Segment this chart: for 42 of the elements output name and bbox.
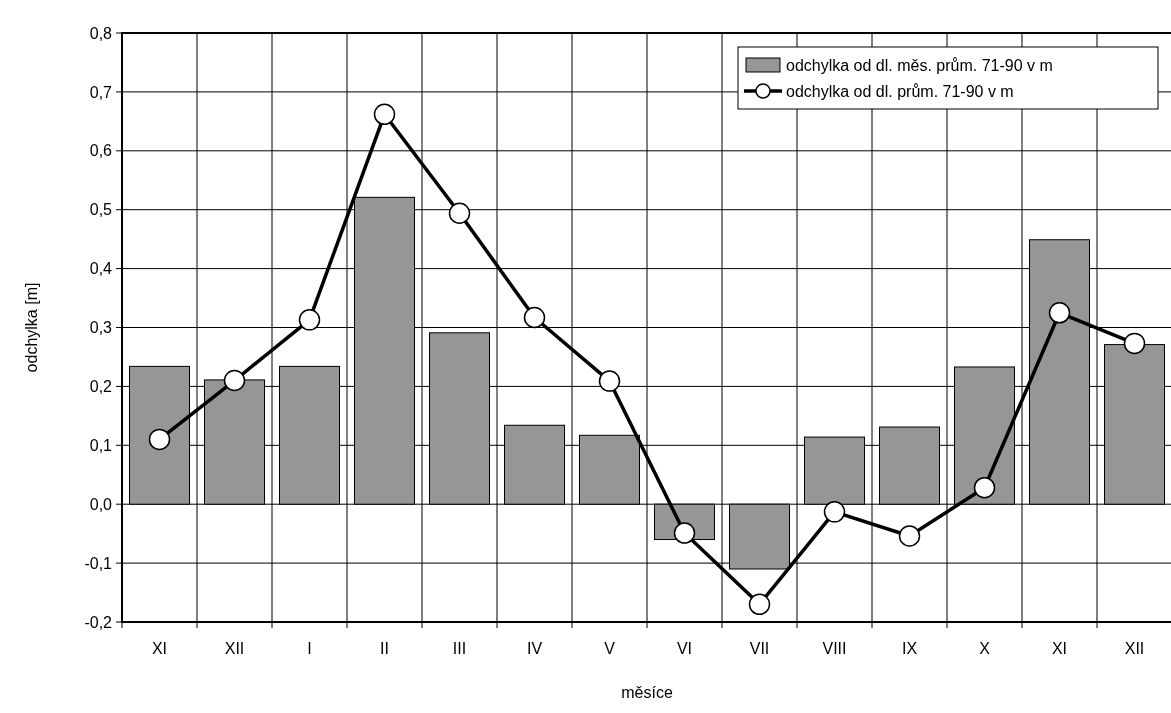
point <box>598 370 621 392</box>
x-tick-label: V <box>604 640 616 657</box>
point <box>1123 332 1146 355</box>
point <box>373 103 396 126</box>
x-tick-label: II <box>380 640 389 657</box>
x-tick-label: X <box>979 640 991 657</box>
y-tick-label: -0,1 <box>84 554 113 572</box>
x-tick-label: IX <box>901 640 918 657</box>
y-tick-label: 0,1 <box>89 436 113 454</box>
y-tick-label: -0,2 <box>84 613 113 631</box>
point <box>1048 302 1071 324</box>
legend-label: odchylka od dl. měs. prům. 71-90 v m <box>786 56 1053 74</box>
x-tick-label: VII <box>749 640 770 657</box>
y-tick-label: 0,2 <box>89 378 113 395</box>
x-tick-label: XII <box>224 640 245 657</box>
point <box>823 501 846 523</box>
point <box>223 369 246 392</box>
y-tick-label: 0,4 <box>89 260 113 278</box>
point <box>748 593 771 616</box>
point <box>148 428 171 451</box>
point <box>298 309 321 331</box>
point <box>973 476 996 499</box>
x-tick-label: IV <box>526 640 543 657</box>
x-axis-title: měsíce <box>621 684 673 701</box>
point <box>448 202 471 224</box>
point <box>523 306 546 329</box>
point <box>898 525 921 547</box>
x-tick-label: I <box>307 640 312 657</box>
y-axis-title: odchylka [m] <box>23 282 40 373</box>
x-tick-label: XII <box>1124 640 1145 657</box>
y-tick-label: 0,3 <box>89 319 113 337</box>
y-tick-label: 0,8 <box>89 24 113 42</box>
y-tick-label: 0,7 <box>89 83 113 101</box>
y-tick-label: 0,5 <box>89 201 113 219</box>
y-tick-label: 0,6 <box>89 142 113 160</box>
y-tick-label: 0,0 <box>89 495 113 513</box>
x-tick-label: XI <box>1051 640 1068 657</box>
x-tick-label: XI <box>151 640 168 657</box>
x-tick-label: VI <box>676 640 693 657</box>
x-tick-label: III <box>452 640 467 657</box>
legend-label: odchylka od dl. prům. 71-90 v m <box>786 82 1014 100</box>
x-tick-label: VIII <box>822 640 847 657</box>
